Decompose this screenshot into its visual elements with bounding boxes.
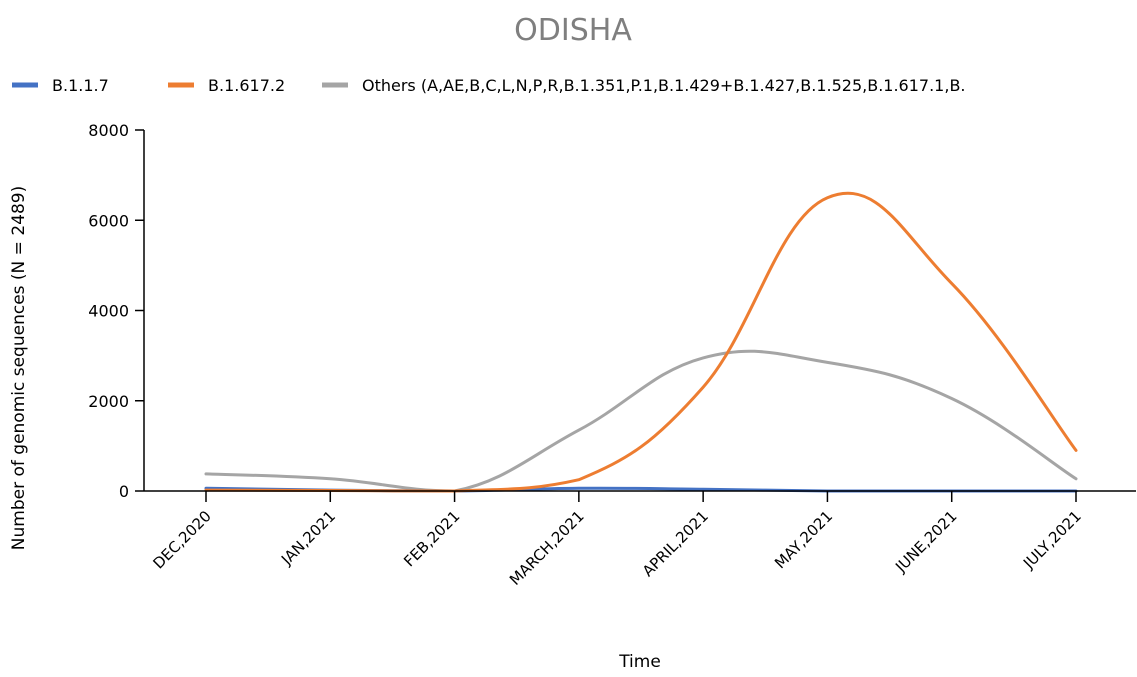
y-axis-ticks: 0 2000 4000 6000 8000 xyxy=(88,121,144,501)
x-axis-label: Time xyxy=(618,652,661,672)
legend: B.1.1.7 B.1.617.2 Others (A,AE,B,C,L,N,P,R… xyxy=(12,76,966,95)
x-tick-label: JUNE,2021 xyxy=(891,507,960,576)
x-tick-label: DEC,2020 xyxy=(149,507,214,572)
x-tick-label: APRIL,2021 xyxy=(639,507,712,580)
chart-title: ODISHA xyxy=(514,13,632,48)
legend-label-b16172: B.1.617.2 xyxy=(208,76,285,95)
y-tick-label: 6000 xyxy=(88,211,129,230)
y-axis-label: Number of genomic sequences (N = 2489) xyxy=(9,186,29,550)
series-line-others xyxy=(204,349,1078,493)
x-axis-ticks: DEC,2020 JAN,2021 FEB,2021 MARCH,2021 APRIL,… xyxy=(149,491,1085,589)
y-tick-label: 8000 xyxy=(88,121,129,140)
series-layer xyxy=(204,191,1078,493)
x-tick-label: MARCH,2021 xyxy=(506,507,588,589)
x-tick-label: JULY,2021 xyxy=(1019,507,1085,573)
y-tick-label: 4000 xyxy=(88,302,129,321)
legend-label-others: Others (A,AE,B,C,L,N,P,R,B.1.351,P.1,B.1… xyxy=(362,76,966,95)
series-line-b16172 xyxy=(204,191,1078,493)
x-tick-label: FEB,2021 xyxy=(400,507,463,570)
x-tick-label: JAN,2021 xyxy=(277,507,339,569)
y-tick-label: 2000 xyxy=(88,392,129,411)
x-tick-label: MAY,2021 xyxy=(771,507,836,572)
y-tick-label: 0 xyxy=(119,482,129,501)
legend-label-b117: B.1.1.7 xyxy=(52,76,109,95)
